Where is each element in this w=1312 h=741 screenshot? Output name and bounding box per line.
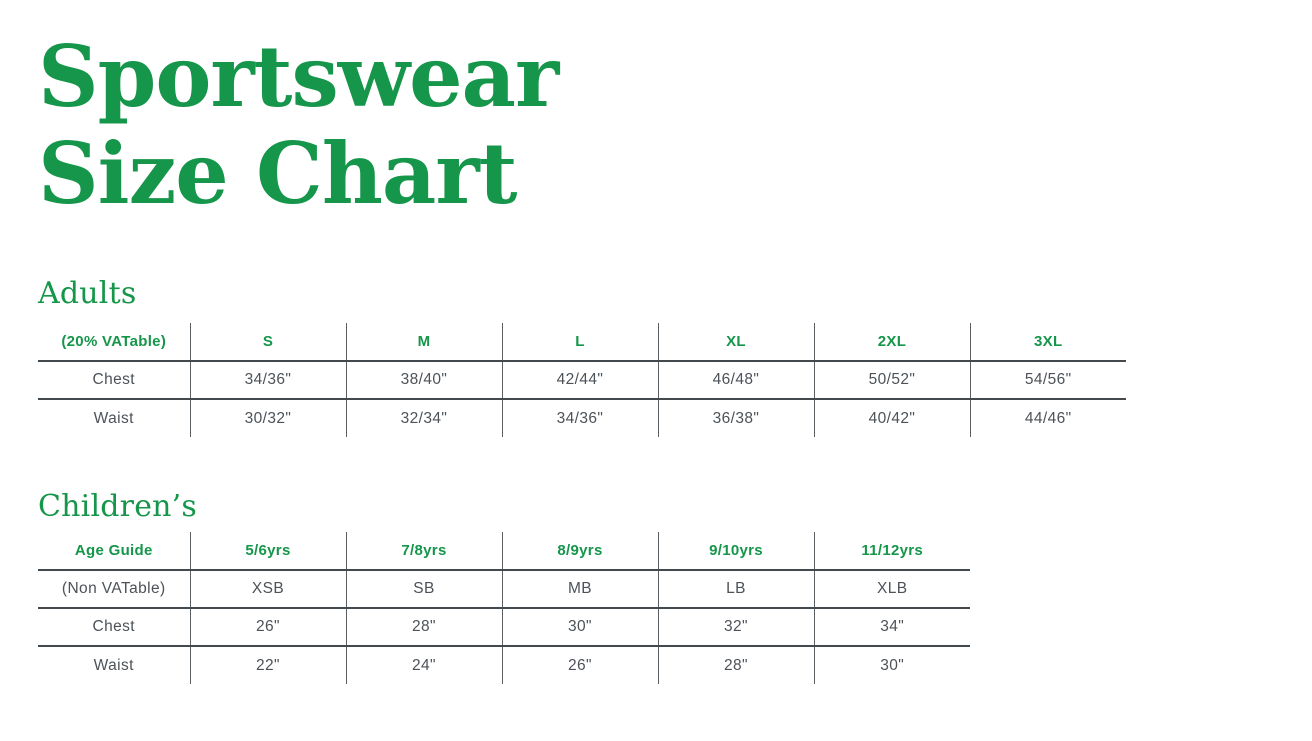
table-cell: 36/38" bbox=[657, 399, 814, 437]
row-label-cell: (Non VATable) bbox=[38, 570, 190, 609]
table-cell: 44/46" bbox=[969, 399, 1126, 437]
table-cell: 28" bbox=[345, 608, 502, 647]
table-cell: XSB bbox=[189, 570, 346, 609]
adults-size-header-s: S bbox=[189, 323, 346, 362]
page-title-line2: Size Chart bbox=[38, 124, 517, 223]
table-cell: 26" bbox=[189, 608, 346, 647]
table-cell: 34" bbox=[813, 608, 970, 647]
adults-size-header-xl: XL bbox=[657, 323, 814, 362]
adults-size-header-m: M bbox=[345, 323, 502, 362]
children-age-header-7-8: 7/8yrs bbox=[345, 532, 502, 571]
adults-size-header-l: L bbox=[501, 323, 658, 362]
table-cell: 26" bbox=[501, 646, 658, 684]
table-cell: 40/42" bbox=[813, 399, 970, 437]
table-cell: 46/48" bbox=[657, 361, 814, 400]
table-cell: 30" bbox=[813, 646, 970, 684]
children-age-header-9-10: 9/10yrs bbox=[657, 532, 814, 571]
adults-chest-row: Chest 34/36" 38/40" 42/44" 46/48" 50/52"… bbox=[38, 361, 1126, 400]
children-sizecode-row: (Non VATable) XSB SB MB LB XLB bbox=[38, 570, 970, 609]
table-cell: 34/36" bbox=[189, 361, 346, 400]
children-size-table: Age Guide 5/6yrs 7/8yrs 8/9yrs 9/10yrs 1… bbox=[38, 532, 970, 684]
table-cell: 50/52" bbox=[813, 361, 970, 400]
children-section-heading: Children’s bbox=[38, 489, 198, 524]
adults-size-header-3xl: 3XL bbox=[969, 323, 1126, 362]
row-label-cell: Waist bbox=[93, 409, 134, 427]
table-cell: MB bbox=[501, 570, 658, 609]
row-label-cell: Waist bbox=[93, 656, 134, 674]
adults-waist-row: Waist 30/32" 32/34" 34/36" 36/38" 40/42"… bbox=[38, 399, 1126, 437]
adults-header-row: (20% VATable) S M L XL 2XL 3XL bbox=[38, 323, 1126, 362]
page-title: Sportswear Size Chart bbox=[38, 28, 1312, 222]
children-waist-row: Waist 22" 24" 26" 28" 30" bbox=[38, 646, 970, 684]
children-chest-row: Chest 26" 28" 30" 32" 34" bbox=[38, 608, 970, 647]
table-cell: 30" bbox=[501, 608, 658, 647]
table-cell: XLB bbox=[813, 570, 970, 609]
table-cell: 42/44" bbox=[501, 361, 658, 400]
children-age-header-11-12: 11/12yrs bbox=[813, 532, 970, 571]
table-cell: 28" bbox=[657, 646, 814, 684]
table-cell: 32" bbox=[657, 608, 814, 647]
table-cell: SB bbox=[345, 570, 502, 609]
table-cell: 54/56" bbox=[969, 361, 1126, 400]
children-age-header-5-6: 5/6yrs bbox=[189, 532, 346, 571]
table-cell: 38/40" bbox=[345, 361, 502, 400]
table-cell: 32/34" bbox=[345, 399, 502, 437]
row-label-cell: Chest bbox=[38, 361, 190, 400]
table-cell: LB bbox=[657, 570, 814, 609]
adults-corner-header: (20% VATable) bbox=[38, 323, 190, 362]
table-cell: 34/36" bbox=[501, 399, 658, 437]
table-cell: 22" bbox=[189, 646, 346, 684]
adults-size-table: (20% VATable) S M L XL 2XL 3XL Chest 34/… bbox=[38, 323, 1126, 437]
children-header-row: Age Guide 5/6yrs 7/8yrs 8/9yrs 9/10yrs 1… bbox=[38, 532, 970, 571]
table-cell: 30/32" bbox=[189, 399, 346, 437]
row-label-cell: Chest bbox=[38, 608, 190, 647]
page-title-line1: Sportswear bbox=[38, 27, 559, 126]
children-corner-header: Age Guide bbox=[38, 532, 190, 571]
adults-section-heading: Adults bbox=[38, 276, 137, 311]
adults-size-header-2xl: 2XL bbox=[813, 323, 970, 362]
children-age-header-8-9: 8/9yrs bbox=[501, 532, 658, 571]
table-cell: 24" bbox=[345, 646, 502, 684]
